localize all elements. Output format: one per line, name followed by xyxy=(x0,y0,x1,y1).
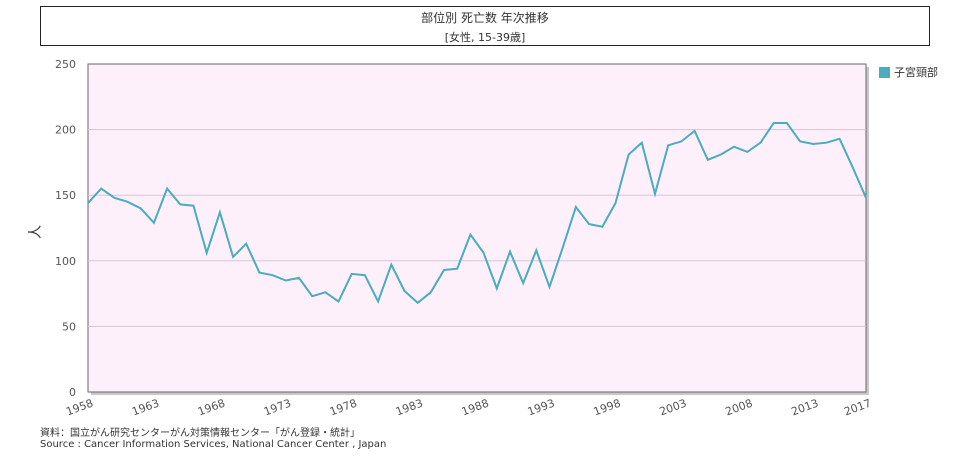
legend-swatch xyxy=(879,66,890,78)
plot-area xyxy=(87,63,867,393)
chart-subtitle: [女性, 15-39歳] xyxy=(444,31,526,44)
gridlines xyxy=(88,129,866,327)
x-tick-label: 2003 xyxy=(658,397,689,419)
y-axis-label: 人 xyxy=(28,225,44,239)
series-line-cervix xyxy=(87,122,867,305)
legend-label: 子宮頸部 xyxy=(894,66,938,79)
legend: 子宮頸部 xyxy=(879,64,938,80)
y-axis-ticks: 0 50 100 150 200 250 xyxy=(55,58,76,399)
source-ja: 資料：国立がん研究センターがん対策情報センター「がん登録・統計」 xyxy=(40,428,360,439)
x-tick-label: 1983 xyxy=(394,397,425,419)
y-tick-label: 150 xyxy=(55,189,76,202)
x-tick-label: 1998 xyxy=(592,397,623,419)
chart-title: 部位別 死亡数 年次推移 xyxy=(421,11,549,25)
x-tick-label: 1958 xyxy=(64,397,95,419)
x-tick-label: 1963 xyxy=(130,397,161,419)
y-tick-label: 0 xyxy=(69,386,76,399)
x-tick-label: 2017 xyxy=(842,397,873,419)
x-tick-label: 1968 xyxy=(196,397,227,419)
y-tick-label: 250 xyxy=(55,58,76,71)
x-tick-label: 1993 xyxy=(526,397,557,419)
source-en: Source : Cancer Information Services, Na… xyxy=(40,439,387,450)
x-tick-label: 2008 xyxy=(724,397,755,419)
x-tick-label: 1973 xyxy=(262,397,293,419)
y-tick-label: 200 xyxy=(55,124,76,137)
x-tick-label: 1978 xyxy=(328,397,359,419)
x-tick-label: 1988 xyxy=(460,397,491,419)
y-tick-label: 50 xyxy=(62,320,76,333)
source-note: 資料：国立がん研究センターがん対策情報センター「がん登録・統計」 Source … xyxy=(40,428,386,450)
x-axis-ticks: 1958 1963 1968 1973 1978 1983 1988 1993 1998 2003… xyxy=(64,397,873,419)
x-tick-label: 2013 xyxy=(790,397,821,419)
y-tick-label: 100 xyxy=(55,255,76,268)
chart-title-box: 部位別 死亡数 年次推移 [女性, 15-39歳] xyxy=(40,6,930,46)
